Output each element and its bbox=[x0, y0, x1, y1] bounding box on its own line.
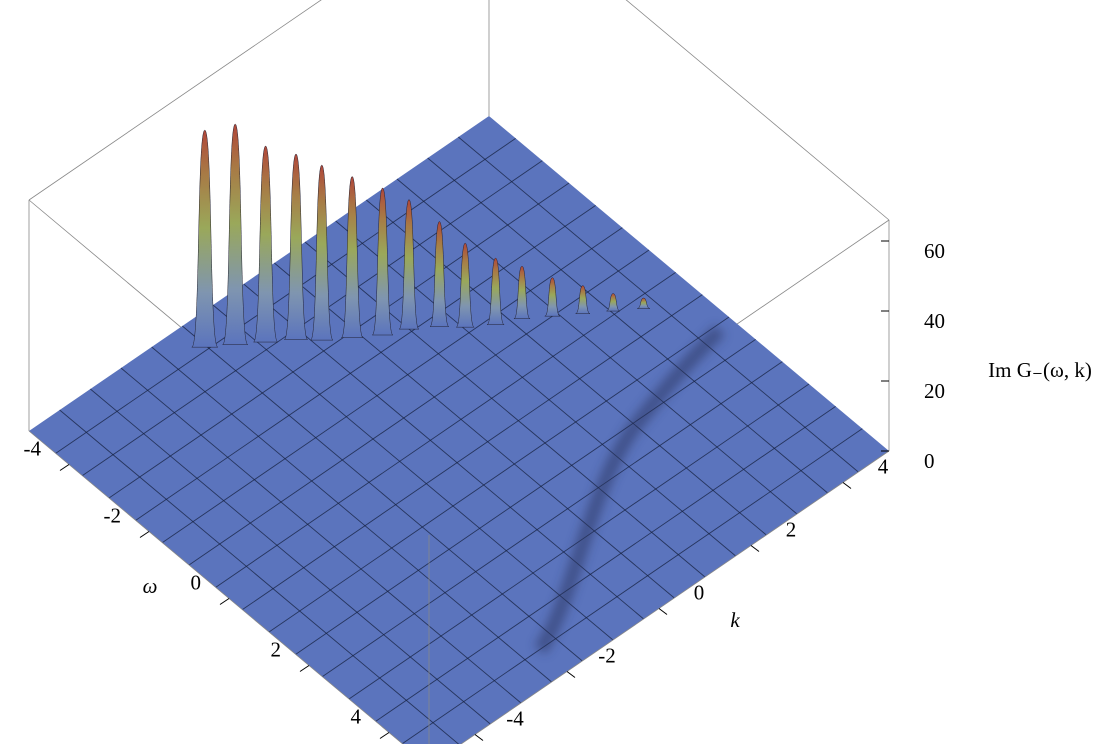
x-tick bbox=[139, 531, 150, 538]
y-tick-label: 0 bbox=[694, 580, 705, 604]
peak bbox=[637, 297, 650, 309]
mesh-line bbox=[268, 316, 730, 633]
mesh-line bbox=[215, 271, 676, 588]
y-tick bbox=[658, 608, 668, 615]
peak bbox=[284, 153, 308, 340]
mesh-line bbox=[427, 157, 828, 494]
mesh-line bbox=[402, 428, 863, 744]
peak bbox=[253, 145, 278, 343]
mesh-line bbox=[322, 361, 783, 678]
y-tick bbox=[474, 734, 484, 741]
mesh-line bbox=[396, 178, 798, 515]
mesh-line bbox=[274, 262, 675, 599]
mesh-line bbox=[108, 182, 570, 499]
y-tick-label: 4 bbox=[878, 454, 889, 478]
peak bbox=[544, 277, 561, 317]
mesh-line bbox=[59, 409, 460, 744]
mesh-line bbox=[182, 325, 583, 662]
z-tick-label: 40 bbox=[924, 309, 945, 333]
mesh-line bbox=[82, 160, 543, 477]
trough-shading bbox=[534, 325, 725, 655]
mesh-line bbox=[242, 294, 703, 611]
surface bbox=[29, 116, 889, 744]
box-edge bbox=[625, 0, 890, 221]
peak bbox=[191, 129, 219, 348]
peak bbox=[341, 176, 364, 338]
y-tick bbox=[842, 482, 852, 489]
peak bbox=[429, 221, 450, 327]
mesh-line bbox=[90, 388, 491, 725]
peak bbox=[372, 187, 394, 336]
y-axis-label: k bbox=[730, 608, 740, 632]
z-tick-label: 20 bbox=[924, 379, 945, 403]
mesh-line bbox=[135, 204, 596, 521]
x-tick bbox=[299, 665, 310, 672]
z-tick-label: 0 bbox=[924, 449, 935, 473]
peaks bbox=[191, 123, 650, 348]
mesh-line bbox=[120, 367, 522, 704]
y-tick bbox=[750, 545, 760, 552]
mesh-line bbox=[55, 137, 516, 454]
box-edge bbox=[28, 0, 322, 201]
mesh-line bbox=[375, 405, 836, 722]
peak bbox=[456, 242, 475, 328]
mesh-line bbox=[458, 136, 859, 473]
x-tick-label: 2 bbox=[271, 637, 282, 661]
peak bbox=[606, 293, 621, 312]
peak bbox=[398, 199, 420, 330]
mesh-line bbox=[366, 199, 767, 536]
x-tick bbox=[59, 464, 70, 471]
peak bbox=[222, 123, 248, 345]
mesh-line bbox=[188, 249, 650, 566]
z-axis-label: Im G₋(ω, k) bbox=[988, 358, 1092, 382]
y-tick-label: -2 bbox=[598, 643, 616, 667]
mesh-line bbox=[151, 346, 552, 683]
x-tick-label: -4 bbox=[24, 436, 42, 460]
peak bbox=[486, 257, 505, 325]
mesh-line bbox=[212, 304, 614, 641]
mesh-line bbox=[335, 220, 736, 557]
peak bbox=[513, 265, 531, 319]
peak bbox=[575, 285, 591, 314]
mesh-line bbox=[162, 227, 623, 544]
x-tick-label: 4 bbox=[351, 704, 362, 728]
x-tick bbox=[379, 732, 390, 739]
mesh-line bbox=[304, 241, 706, 578]
y-tick bbox=[566, 671, 576, 678]
z-tick-label: 60 bbox=[924, 239, 945, 263]
x-axis-label: ω bbox=[143, 574, 158, 598]
surface-plane bbox=[29, 116, 889, 744]
x-tick-label: 0 bbox=[191, 570, 202, 594]
peak bbox=[310, 164, 334, 341]
mesh-line bbox=[295, 338, 756, 655]
x-tick-label: -2 bbox=[104, 503, 122, 527]
x-tick bbox=[219, 598, 230, 605]
y-tick-label: 2 bbox=[786, 517, 797, 541]
y-tick-label: -4 bbox=[506, 706, 524, 730]
